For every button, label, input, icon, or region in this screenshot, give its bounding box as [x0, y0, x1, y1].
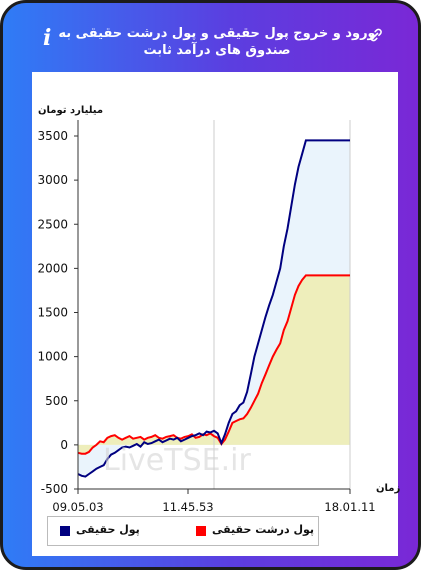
y-tick-label: 500: [45, 394, 68, 408]
y-tick-label: 3500: [37, 129, 68, 143]
link-icon[interactable]: [368, 27, 384, 43]
series-line-1: [77, 274, 350, 455]
y-tick-label: -500: [41, 482, 68, 496]
card-header: i ورود و خروج پول حقیقی و پول درشت حقیقی…: [3, 3, 418, 73]
x-tick-label: 11.45.53: [162, 500, 213, 514]
y-tick-label: 0: [60, 438, 68, 452]
series-area-1: [78, 275, 350, 454]
y-tick-label: 2500: [37, 217, 68, 231]
legend: پول حقیقی پول درشت حقیقی: [47, 516, 319, 546]
info-icon[interactable]: i: [43, 25, 52, 51]
x-tick-label: 09.05.03: [52, 500, 103, 514]
y-tick-label: 2000: [37, 261, 68, 275]
watermark: LiveTSE.ir: [103, 443, 251, 478]
legend-label-real[interactable]: پول حقیقی: [76, 523, 140, 536]
y-tick-label: 3000: [37, 173, 68, 187]
legend-swatch-real: [60, 526, 70, 536]
y-axis-label: میلیارد تومان: [38, 105, 103, 116]
chart-title: ورود و خروج پول حقیقی و پول درشت حقیقی ب…: [58, 26, 376, 58]
y-tick-label: 1000: [37, 350, 68, 364]
legend-swatch-big-real: [196, 526, 206, 536]
y-tick-label: 1500: [37, 306, 68, 320]
x-axis-label: زمان: [376, 483, 400, 494]
series-line-0: [77, 139, 350, 478]
legend-label-big-real[interactable]: پول درشت حقیقی: [212, 523, 315, 536]
x-tick-label: 18.01.11: [324, 500, 375, 514]
